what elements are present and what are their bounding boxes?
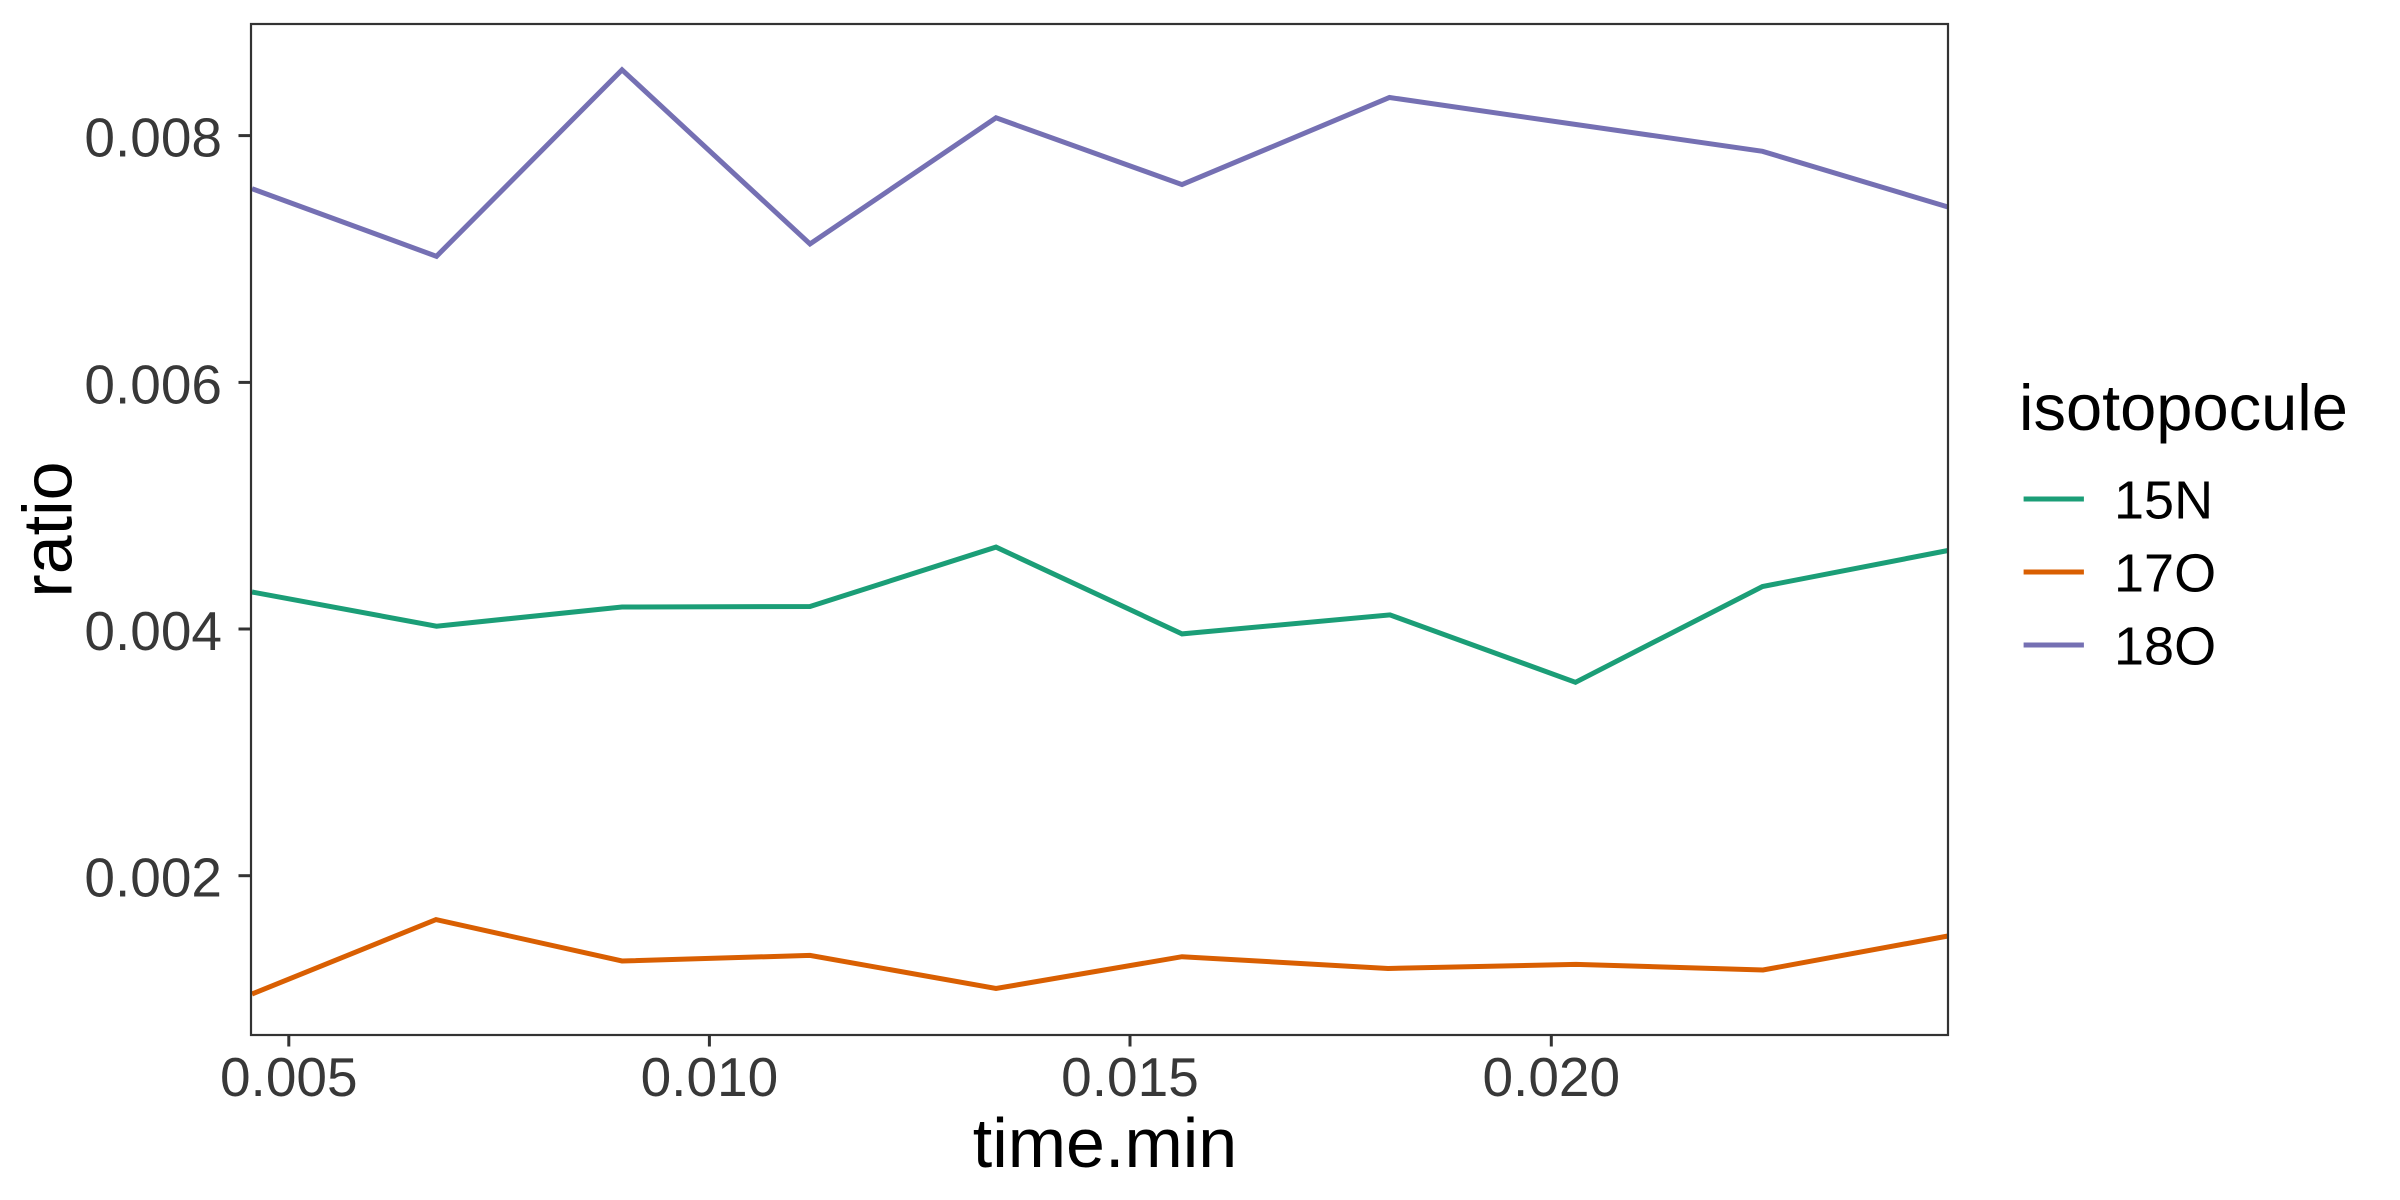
svg-text:0.006: 0.006 <box>84 353 222 415</box>
svg-text:isotopocule: isotopocule <box>2019 371 2348 444</box>
svg-text:0.005: 0.005 <box>220 1046 358 1108</box>
svg-text:17O: 17O <box>2114 544 2216 604</box>
svg-text:ratio: ratio <box>9 461 87 597</box>
svg-text:18O: 18O <box>2114 617 2216 677</box>
svg-text:0.010: 0.010 <box>641 1046 779 1108</box>
svg-text:0.020: 0.020 <box>1482 1046 1620 1108</box>
svg-text:0.008: 0.008 <box>84 107 222 169</box>
svg-text:0.004: 0.004 <box>84 600 222 662</box>
svg-text:0.002: 0.002 <box>84 847 222 909</box>
svg-text:0.015: 0.015 <box>1061 1046 1199 1108</box>
svg-text:time.min: time.min <box>973 1104 1237 1182</box>
svg-text:15N: 15N <box>2114 471 2213 531</box>
